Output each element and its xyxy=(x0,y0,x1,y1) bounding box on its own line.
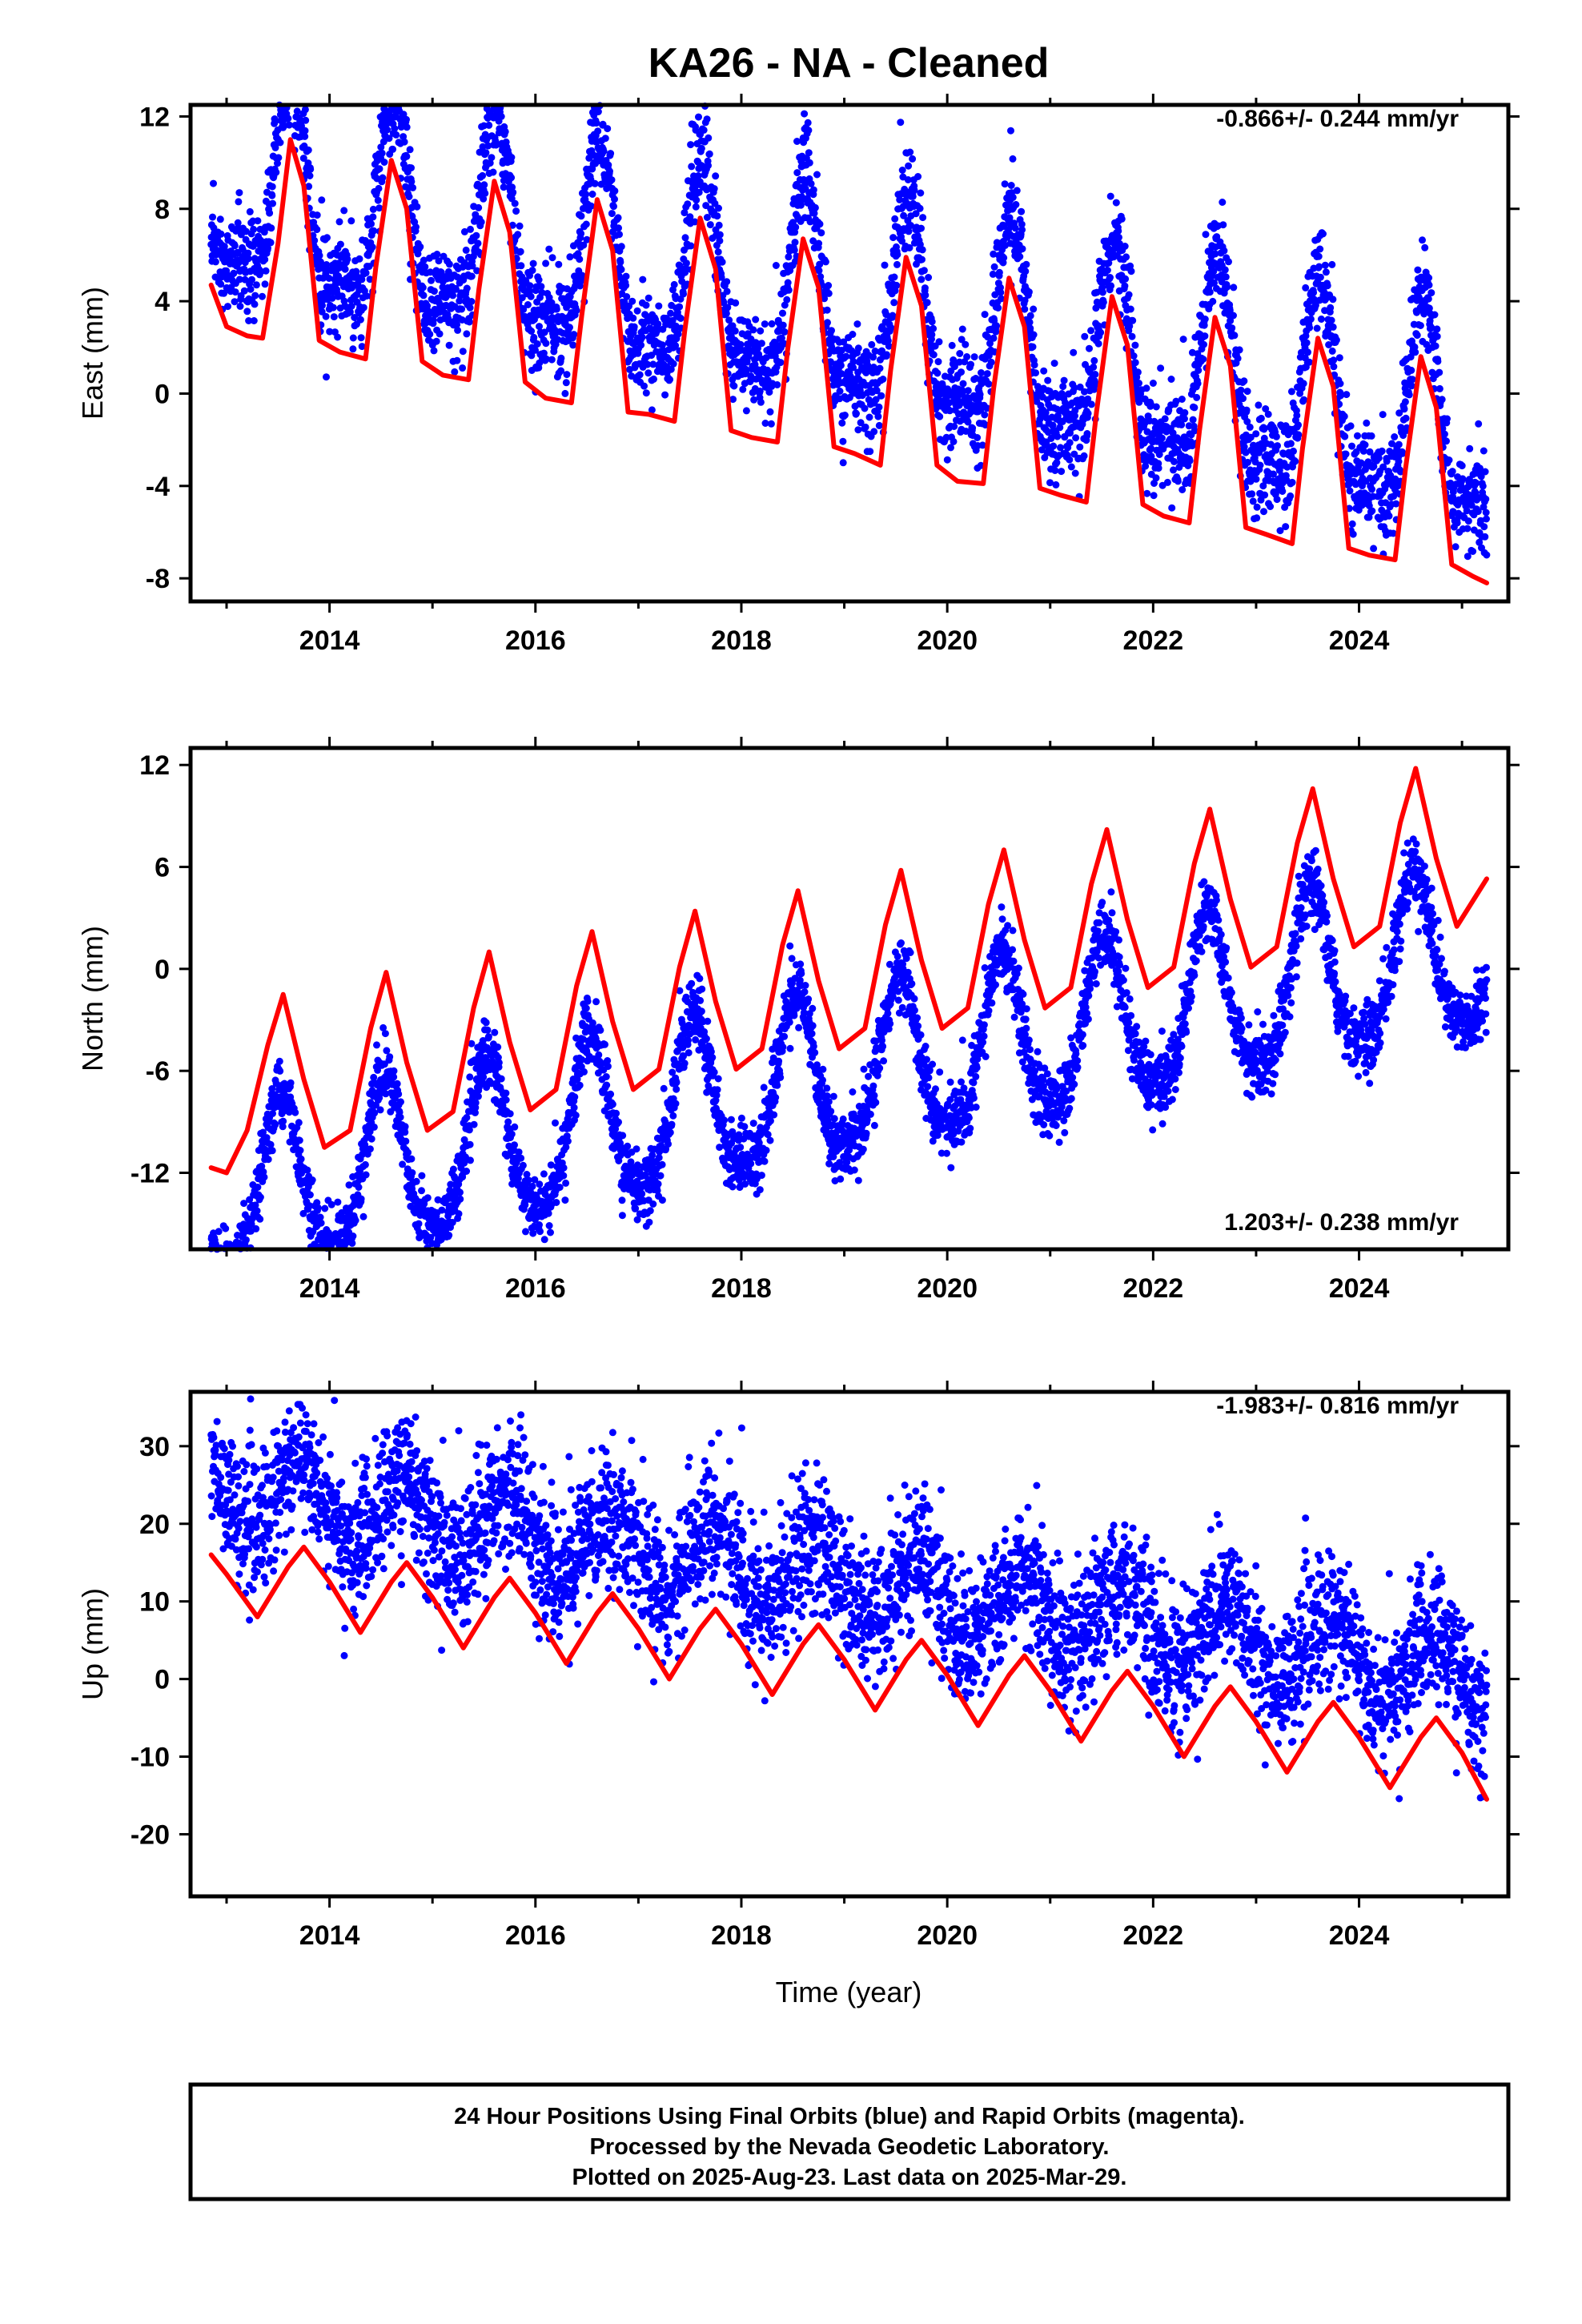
figure-title: KA26 - NA - Cleaned xyxy=(648,40,1050,86)
x-tick-label: 2014 xyxy=(299,1273,360,1304)
y-tick-label: -4 xyxy=(146,472,170,502)
y-tick-label: 8 xyxy=(155,195,170,225)
y-tick-label: 4 xyxy=(155,287,170,317)
east-plot-frame xyxy=(188,103,1511,604)
east-axis-ticks xyxy=(179,94,1520,613)
east-y-axis-label: East (mm) xyxy=(76,287,109,420)
north-fit-line xyxy=(208,766,1489,1176)
footer-line-2: Processed by the Nevada Geodetic Laborat… xyxy=(590,2134,1110,2160)
y-tick-label: 0 xyxy=(155,379,170,409)
y-tick-label: -10 xyxy=(130,1743,170,1773)
x-tick-label: 2024 xyxy=(1329,1273,1390,1304)
x-tick-label: 2020 xyxy=(917,625,978,656)
x-tick-label: 2022 xyxy=(1123,625,1184,656)
x-tick-label: 2018 xyxy=(711,1273,772,1304)
east-observations xyxy=(207,101,1491,561)
x-tick-label: 2018 xyxy=(711,625,772,656)
x-tick-label: 2022 xyxy=(1123,1273,1184,1304)
y-tick-label: -12 xyxy=(130,1159,170,1189)
up-panel: -20 -10 0 10 20 30 2014 2016 2018 2020 2022 2024 U… xyxy=(76,1381,1520,1951)
x-tick-label: 2020 xyxy=(917,1273,978,1304)
north-axis-ticks xyxy=(179,737,1520,1261)
east-panel: -8 -4 0 4 8 12 2014 2016 2018 2020 2022 2024 East … xyxy=(76,94,1520,656)
north-y-axis-label: North (mm) xyxy=(76,926,109,1072)
observation-points xyxy=(207,835,1491,1253)
north-x-tick-labels: 2014 2016 2018 2020 2022 2024 xyxy=(299,1273,1390,1304)
east-x-tick-labels: 2014 2016 2018 2020 2022 2024 xyxy=(299,625,1390,656)
y-tick-label: 6 xyxy=(155,853,170,883)
north-rate-label: 1.203+/- 0.238 mm/yr xyxy=(1224,1209,1459,1236)
y-tick-label: 0 xyxy=(155,955,170,985)
up-y-tick-labels: -20 -10 0 10 20 30 xyxy=(130,1432,170,1851)
north-plot-frame xyxy=(188,746,1511,1252)
x-tick-label: 2024 xyxy=(1329,1920,1390,1951)
observation-points xyxy=(207,1395,1491,1803)
y-tick-label: 30 xyxy=(139,1432,170,1462)
observation-points xyxy=(207,101,1491,561)
y-tick-label: -20 xyxy=(130,1819,170,1850)
x-tick-label: 2016 xyxy=(505,1273,566,1304)
east-rate-label: -0.866+/- 0.244 mm/yr xyxy=(1216,106,1459,132)
up-rate-label: -1.983+/- 0.816 mm/yr xyxy=(1216,1393,1459,1419)
north-y-tick-labels: -12 -6 0 6 12 xyxy=(130,750,170,1188)
y-tick-label: 10 xyxy=(139,1587,170,1618)
footer-line-1: 24 Hour Positions Using Final Orbits (bl… xyxy=(454,2104,1245,2129)
x-tick-label: 2024 xyxy=(1329,625,1390,656)
footer-line-3: Plotted on 2025-Aug-23. Last data on 202… xyxy=(572,2165,1127,2190)
up-axis-ticks xyxy=(179,1381,1520,1908)
x-tick-label: 2018 xyxy=(711,1920,772,1951)
up-plot-frame xyxy=(188,1389,1511,1899)
east-fit-line xyxy=(208,137,1489,585)
up-y-axis-label: Up (mm) xyxy=(76,1588,109,1700)
up-observations xyxy=(207,1395,1491,1803)
y-tick-label: 12 xyxy=(139,102,170,132)
x-tick-label: 2014 xyxy=(299,1920,360,1951)
up-x-tick-labels: 2014 2016 2018 2020 2022 2024 xyxy=(299,1920,1390,1951)
x-axis-label: Time (year) xyxy=(776,1976,922,2008)
x-tick-label: 2020 xyxy=(917,1920,978,1951)
x-tick-label: 2016 xyxy=(505,1920,566,1951)
y-tick-label: 20 xyxy=(139,1510,170,1540)
x-tick-label: 2016 xyxy=(505,625,566,656)
north-observations xyxy=(207,835,1491,1253)
x-tick-label: 2022 xyxy=(1123,1920,1184,1951)
east-y-tick-labels: -8 -4 0 4 8 12 xyxy=(139,102,170,594)
north-panel: -12 -6 0 6 12 2014 2016 2018 2020 2022 2024 North… xyxy=(76,737,1520,1304)
y-tick-label: -6 xyxy=(146,1056,170,1087)
y-tick-label: -8 xyxy=(146,564,170,594)
y-tick-label: 0 xyxy=(155,1665,170,1695)
footer-box xyxy=(188,2082,1511,2201)
up-fit-line xyxy=(208,1544,1489,1802)
y-tick-label: 12 xyxy=(139,750,170,781)
x-tick-label: 2014 xyxy=(299,625,360,656)
